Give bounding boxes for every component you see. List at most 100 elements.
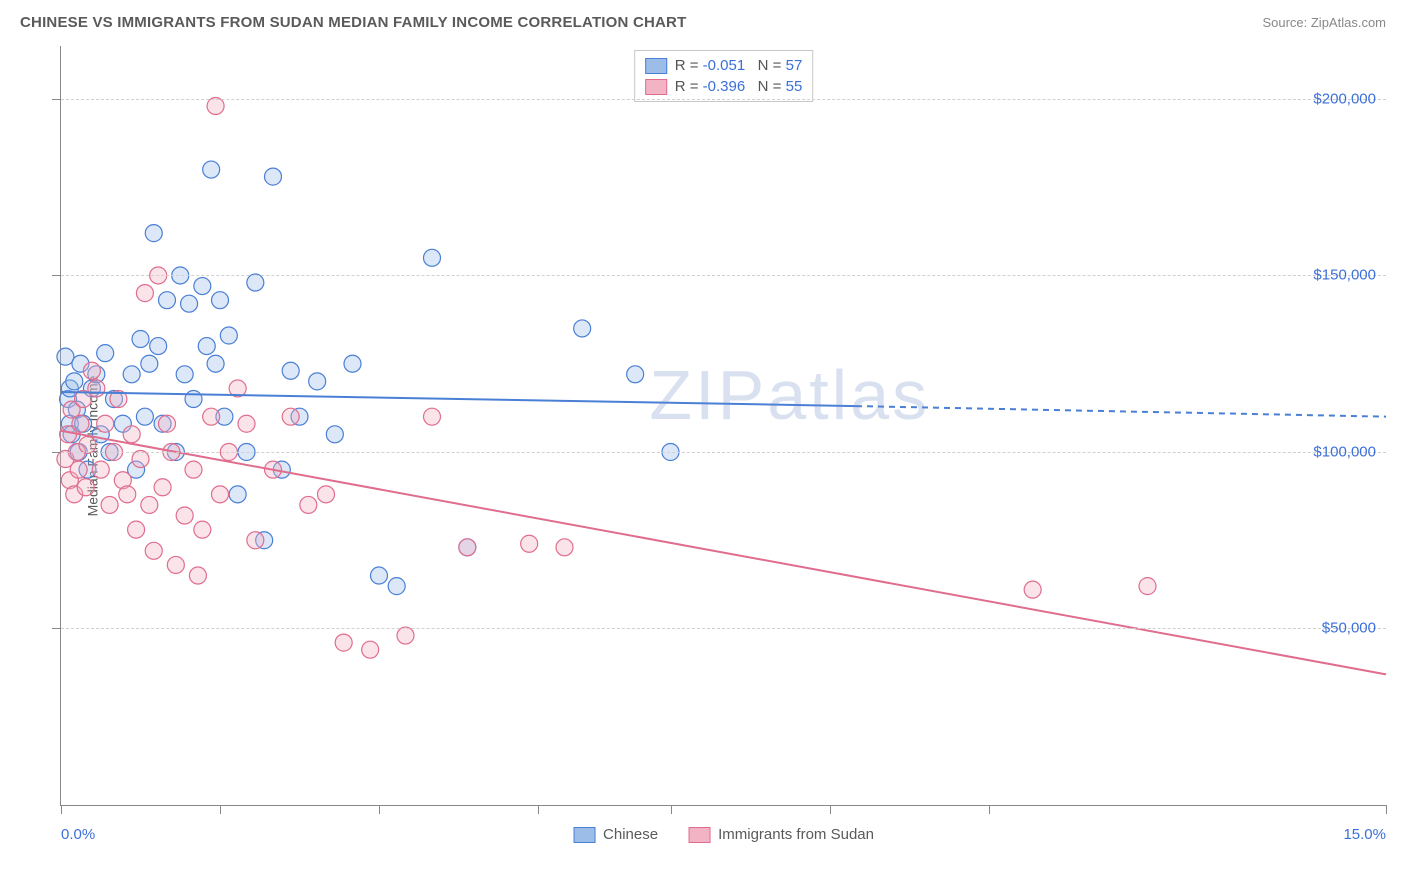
x-tick xyxy=(1386,805,1387,814)
scatter-marker xyxy=(265,168,282,185)
regression-line xyxy=(61,431,1386,675)
x-axis-min-label: 0.0% xyxy=(61,826,95,843)
chart-container: Median Family Income R = -0.051 N = 57 R… xyxy=(20,46,1386,846)
scatter-marker xyxy=(318,486,335,503)
scatter-marker xyxy=(627,366,644,383)
scatter-marker xyxy=(300,496,317,513)
scatter-marker xyxy=(247,274,264,291)
regression-line-extrapolated xyxy=(856,406,1386,417)
scatter-marker xyxy=(145,225,162,242)
scatter-marker xyxy=(203,161,220,178)
legend-item: Chinese xyxy=(573,826,658,843)
legend-swatch xyxy=(645,79,667,95)
scatter-marker xyxy=(238,415,255,432)
correlation-legend: R = -0.051 N = 57 R = -0.396 N = 55 xyxy=(634,50,814,102)
scatter-marker xyxy=(141,496,158,513)
scatter-marker xyxy=(185,461,202,478)
x-tick xyxy=(538,805,539,814)
scatter-marker xyxy=(198,338,215,355)
scatter-marker xyxy=(309,373,326,390)
r-value: -0.396 xyxy=(703,78,746,95)
scatter-marker xyxy=(574,320,591,337)
scatter-marker xyxy=(79,436,96,453)
y-tick-label: $100,000 xyxy=(1313,443,1376,460)
scatter-marker xyxy=(424,249,441,266)
correlation-legend-row: R = -0.396 N = 55 xyxy=(645,76,803,97)
legend-swatch xyxy=(688,827,710,843)
gridline xyxy=(61,275,1386,276)
legend-label: Chinese xyxy=(603,826,658,843)
scatter-marker xyxy=(159,415,176,432)
scatter-marker xyxy=(212,486,229,503)
scatter-marker xyxy=(194,521,211,538)
scatter-marker xyxy=(207,98,224,115)
series-legend: Chinese Immigrants from Sudan xyxy=(573,826,874,843)
scatter-marker xyxy=(176,366,193,383)
scatter-marker xyxy=(128,521,145,538)
scatter-marker xyxy=(167,556,184,573)
scatter-marker xyxy=(344,355,361,372)
x-tick xyxy=(671,805,672,814)
scatter-marker xyxy=(66,373,83,390)
legend-label: Immigrants from Sudan xyxy=(718,826,874,843)
scatter-marker xyxy=(141,355,158,372)
n-value: 57 xyxy=(786,57,803,74)
scatter-marker xyxy=(189,567,206,584)
scatter-marker xyxy=(521,535,538,552)
scatter-marker xyxy=(154,479,171,496)
correlation-legend-row: R = -0.051 N = 57 xyxy=(645,55,803,76)
scatter-marker xyxy=(159,292,176,309)
scatter-marker xyxy=(70,461,87,478)
scatter-marker xyxy=(397,627,414,644)
x-tick xyxy=(379,805,380,814)
plot-area: R = -0.051 N = 57 R = -0.396 N = 55 ZIPa… xyxy=(60,46,1386,806)
scatter-marker xyxy=(1139,578,1156,595)
scatter-marker xyxy=(88,380,105,397)
scatter-marker xyxy=(459,539,476,556)
header: CHINESE VS IMMIGRANTS FROM SUDAN MEDIAN … xyxy=(0,0,1406,39)
scatter-marker xyxy=(424,408,441,425)
chart-title: CHINESE VS IMMIGRANTS FROM SUDAN MEDIAN … xyxy=(20,14,686,31)
scatter-marker xyxy=(326,426,343,443)
scatter-marker xyxy=(181,295,198,312)
n-value: 55 xyxy=(786,78,803,95)
scatter-marker xyxy=(97,415,114,432)
scatter-marker xyxy=(371,567,388,584)
x-tick xyxy=(61,805,62,814)
legend-item: Immigrants from Sudan xyxy=(688,826,874,843)
legend-swatch xyxy=(573,827,595,843)
gridline xyxy=(61,99,1386,100)
scatter-marker xyxy=(388,578,405,595)
scatter-marker xyxy=(150,338,167,355)
y-tick-label: $150,000 xyxy=(1313,267,1376,284)
scatter-marker xyxy=(203,408,220,425)
legend-stats: R = -0.051 N = 57 xyxy=(675,57,803,74)
legend-stats: R = -0.396 N = 55 xyxy=(675,78,803,95)
y-tick-label: $50,000 xyxy=(1322,620,1376,637)
x-tick xyxy=(220,805,221,814)
legend-swatch xyxy=(645,58,667,74)
y-tick xyxy=(52,452,61,453)
scatter-marker xyxy=(97,345,114,362)
scatter-marker xyxy=(123,366,140,383)
scatter-marker xyxy=(194,278,211,295)
scatter-marker xyxy=(335,634,352,651)
r-value: -0.051 xyxy=(703,57,746,74)
scatter-marker xyxy=(132,331,149,348)
regression-line xyxy=(61,392,856,406)
scatter-marker xyxy=(176,507,193,524)
scatter-plot-svg xyxy=(61,46,1386,805)
gridline xyxy=(61,628,1386,629)
scatter-marker xyxy=(362,641,379,658)
y-tick xyxy=(52,275,61,276)
y-tick xyxy=(52,628,61,629)
scatter-marker xyxy=(207,355,224,372)
scatter-marker xyxy=(247,532,264,549)
scatter-marker xyxy=(72,415,89,432)
source-attribution: Source: ZipAtlas.com xyxy=(1262,15,1386,30)
scatter-marker xyxy=(77,479,94,496)
scatter-marker xyxy=(185,391,202,408)
scatter-marker xyxy=(123,426,140,443)
scatter-marker xyxy=(212,292,229,309)
scatter-marker xyxy=(1024,581,1041,598)
